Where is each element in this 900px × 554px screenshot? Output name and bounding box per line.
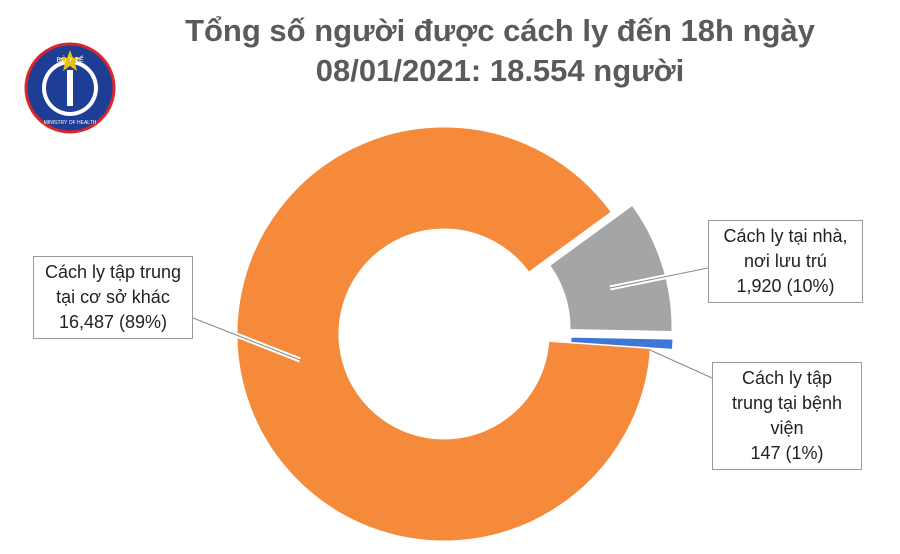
- leader-line: [192, 317, 301, 361]
- logo: BỘ Y TẾ MINISTRY OF HEALTH: [24, 42, 116, 134]
- value-label: 1,920 (10%): [736, 276, 835, 296]
- leader-line: [609, 267, 709, 289]
- data-label: Cách ly tập trung tại bệnh viện 147 (1%): [712, 362, 862, 470]
- logo-text: MINISTRY OF HEALTH: [44, 120, 97, 126]
- data-label: Cách ly tập trung tại cơ sở khác 16,487 (…: [33, 256, 193, 339]
- value-label: 147 (1%): [750, 443, 824, 463]
- category-label: Cách ly tập trung tại bệnh viện: [731, 368, 843, 438]
- value-label: 16,487 (89%): [58, 312, 168, 332]
- donut-slice: [570, 336, 674, 350]
- logo-text: BỘ Y TẾ: [56, 54, 84, 64]
- category-label: Cách ly tập trung tại cơ sở khác: [44, 262, 182, 307]
- chart-title: 08/01/2021: 18.554 người: [315, 53, 685, 88]
- donut-slice: [236, 126, 652, 542]
- category-label: Cách ly tại nhà, nơi lưu trú: [723, 226, 848, 271]
- leader-line: [649, 349, 713, 379]
- chart-title: Tổng số người được cách ly đến 18h ngày: [185, 13, 815, 48]
- data-label: Cách ly tại nhà, nơi lưu trú 1,920 (10%): [708, 220, 863, 303]
- donut-slice: [549, 204, 673, 333]
